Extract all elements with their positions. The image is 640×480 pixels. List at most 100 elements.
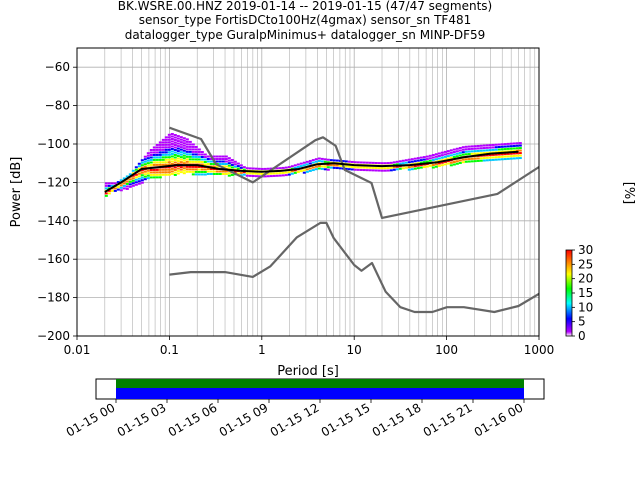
heatmap-cell xyxy=(179,143,183,146)
heatmap-cell xyxy=(176,142,180,145)
heatmap-cell xyxy=(512,147,516,150)
heatmap-cell xyxy=(170,150,174,153)
heatmap-cell xyxy=(167,163,171,166)
heatmap-cell xyxy=(140,159,144,162)
heatmap-cell xyxy=(134,183,138,186)
heatmap-cell xyxy=(104,184,108,187)
heatmap-cell xyxy=(407,168,411,171)
heatmap-cell xyxy=(452,156,456,159)
heatmap-cell xyxy=(131,174,135,177)
heatmap-cell xyxy=(452,163,456,166)
heatmap-cell xyxy=(215,160,219,163)
heatmap-cell xyxy=(158,141,162,144)
heatmap-cell xyxy=(125,187,129,190)
heatmap-cell xyxy=(494,156,498,159)
heatmap-cell xyxy=(470,160,474,163)
heatmap-cell xyxy=(356,168,360,171)
heatmap-cell xyxy=(182,142,186,145)
heatmap-cell xyxy=(449,164,453,167)
heatmap-cell xyxy=(200,160,204,163)
heatmap-cell xyxy=(485,146,489,149)
heatmap-cell xyxy=(500,150,504,153)
heatmap-cell xyxy=(452,148,456,151)
heatmap-cell xyxy=(515,154,519,157)
heatmap-cell xyxy=(326,161,330,164)
heatmap-cell xyxy=(218,163,222,166)
heatmap-cell xyxy=(449,161,453,164)
heatmap-cell xyxy=(194,145,198,148)
heatmap-cell xyxy=(248,167,252,170)
heatmap-cell xyxy=(449,151,453,154)
heatmap-cell xyxy=(236,165,240,168)
heatmap-cell xyxy=(152,168,156,171)
heatmap-cell xyxy=(458,159,462,162)
heatmap-cell xyxy=(164,141,168,144)
heatmap-cell xyxy=(164,156,168,159)
heatmap-cell xyxy=(419,166,423,169)
heatmap-cell xyxy=(176,145,180,148)
heatmap-cell xyxy=(149,151,153,154)
heatmap-cell xyxy=(491,156,495,159)
heatmap-cell xyxy=(398,167,402,170)
heatmap-cell xyxy=(164,161,168,164)
heatmap-cell xyxy=(425,155,429,158)
heatmap-cell xyxy=(407,166,411,169)
heatmap-cell xyxy=(476,157,480,160)
heatmap-cell xyxy=(215,155,219,158)
heatmap-cell xyxy=(164,138,168,141)
heatmap-cell xyxy=(161,141,165,144)
heatmap-cell xyxy=(158,153,162,156)
heatmap-cell xyxy=(413,165,417,168)
heatmap-cell xyxy=(395,168,399,171)
heatmap-cell xyxy=(512,144,516,147)
heatmap-cell xyxy=(461,148,465,151)
heatmap-cell xyxy=(509,155,513,158)
heatmap-cell xyxy=(500,153,504,156)
heatmap-cell xyxy=(362,169,366,172)
heatmap-cell xyxy=(251,175,255,178)
heatmap-cell xyxy=(173,151,177,154)
heatmap-cell xyxy=(152,153,156,156)
heatmap-cell xyxy=(494,148,498,151)
heatmap-cell xyxy=(170,155,174,158)
x-tick-label: 1 xyxy=(258,343,266,357)
timeline-tick-label: 01-15 15 xyxy=(319,400,373,439)
heatmap-cell xyxy=(323,160,327,163)
heatmap-cell xyxy=(191,168,195,171)
heatmap-cell xyxy=(188,148,192,151)
heatmap-cell xyxy=(272,172,276,175)
heatmap-cell xyxy=(200,151,204,154)
heatmap-cell xyxy=(137,175,141,178)
heatmap-cell xyxy=(323,158,327,161)
heatmap-cell xyxy=(239,166,243,169)
heatmap-cell xyxy=(188,140,192,143)
heatmap-cell xyxy=(503,150,507,153)
heatmap-cell xyxy=(455,162,459,165)
heatmap-cell xyxy=(377,162,381,165)
heatmap-cell xyxy=(167,148,171,151)
heatmap-cell xyxy=(176,137,180,140)
heatmap-cell xyxy=(314,165,318,168)
heatmap-cell xyxy=(368,166,372,169)
heatmap-cell xyxy=(185,150,189,153)
heatmap-cell xyxy=(227,157,231,160)
heatmap-cell xyxy=(212,163,216,166)
heatmap-cell xyxy=(155,171,159,174)
heatmap-cell xyxy=(161,173,165,176)
heatmap-cell xyxy=(467,148,471,151)
heatmap-cell xyxy=(440,164,444,167)
heatmap-cell xyxy=(425,158,429,161)
heatmap-cell xyxy=(155,148,159,151)
heatmap-cell xyxy=(170,172,174,175)
heatmap-cell xyxy=(506,155,510,158)
heatmap-cell xyxy=(200,163,204,166)
heatmap-cell xyxy=(455,155,459,158)
heatmap-cell xyxy=(128,178,132,181)
heatmap-cell xyxy=(233,168,237,171)
heatmap-cell xyxy=(383,167,387,170)
heatmap-cell xyxy=(164,146,168,149)
heatmap-cell xyxy=(230,163,234,166)
heatmap-cell xyxy=(461,146,465,149)
heatmap-cell xyxy=(503,148,507,151)
heatmap-cell xyxy=(467,158,471,161)
